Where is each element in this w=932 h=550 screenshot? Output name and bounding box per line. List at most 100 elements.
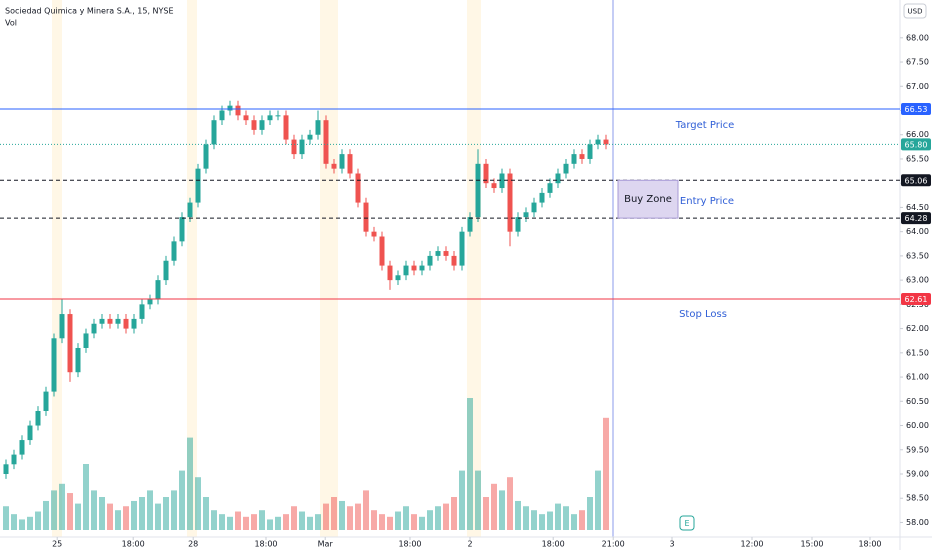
volume-bar — [347, 506, 353, 530]
candle-body — [507, 173, 513, 232]
price-level-label: 65.80 — [905, 140, 928, 149]
volume-bar — [371, 510, 377, 530]
candle-body — [107, 318, 113, 324]
x-tick-label: 25 — [52, 540, 62, 549]
volume-bar — [291, 506, 297, 530]
x-tick-label: 18:00 — [542, 540, 565, 549]
volume-bar — [363, 490, 369, 530]
volume-bar — [379, 514, 385, 530]
candle-body — [59, 314, 65, 339]
price-level-tag — [901, 138, 931, 151]
candle-body — [419, 265, 425, 271]
volume-bar — [451, 497, 457, 530]
annotation: Entry Price — [680, 196, 734, 207]
candle-body — [131, 318, 137, 329]
buy-zone-label: Buy Zone — [624, 194, 672, 205]
volume-bar — [171, 490, 177, 530]
candle-body — [331, 163, 337, 169]
candle-body — [467, 217, 473, 232]
y-tick-label: 67.00 — [906, 82, 929, 91]
volume-bar — [419, 516, 425, 530]
volume-bar — [43, 500, 49, 530]
volume-bar — [547, 511, 553, 530]
volume-bar — [19, 519, 25, 530]
candle-body — [243, 115, 249, 121]
y-tick-label: 63.00 — [906, 276, 929, 285]
volume-bar — [467, 398, 473, 530]
earnings-icon[interactable] — [679, 515, 695, 531]
price-level-tag — [901, 103, 931, 116]
session-band — [52, 0, 62, 537]
volume-bar — [155, 503, 161, 530]
candle-body — [163, 260, 169, 281]
candle-body — [235, 105, 241, 116]
volume-bar — [395, 511, 401, 530]
volume-bar — [251, 514, 257, 530]
candle-body — [19, 440, 25, 455]
volume-bar — [571, 514, 577, 530]
volume-bar — [195, 477, 201, 530]
candle-body — [587, 144, 593, 159]
x-tick-label: 15:00 — [800, 540, 823, 549]
candle-body — [83, 333, 89, 348]
x-tick-label: Mar — [318, 540, 334, 549]
volume-bar — [107, 503, 113, 530]
volume-bar — [307, 516, 313, 530]
candle-body — [563, 163, 569, 174]
volume-bar — [3, 506, 9, 530]
volume-bar — [355, 503, 361, 530]
volume-bar — [563, 506, 569, 530]
volume-bar — [243, 516, 249, 530]
volume-bar — [203, 497, 209, 530]
candle-body — [195, 168, 201, 203]
volume-label: Vol — [5, 19, 17, 28]
y-tick-label: 68.00 — [906, 33, 929, 42]
volume-bar — [331, 497, 337, 530]
candle-body — [411, 265, 417, 271]
candle-body — [203, 144, 209, 169]
volume-bar — [515, 500, 521, 530]
y-tick-label: 60.00 — [906, 421, 929, 430]
volume-bar — [179, 470, 185, 530]
volume-bar — [83, 464, 89, 530]
buy-zone — [617, 179, 679, 219]
y-tick-label: 61.50 — [906, 348, 929, 357]
volume-bar — [499, 490, 505, 530]
candle-body — [75, 347, 81, 373]
volume-bar — [139, 497, 145, 530]
y-tick-label: 58.00 — [906, 518, 929, 527]
candle-body — [51, 338, 57, 392]
candle-body — [483, 163, 489, 184]
candle-body — [363, 202, 369, 232]
y-tick-label: 58.50 — [906, 494, 929, 503]
y-tick-label: 64.50 — [906, 203, 929, 212]
chart-title: Sociedad Quimica y Minera S.A., 15, NYSE — [5, 7, 174, 16]
candle-body — [427, 255, 433, 266]
y-tick-label: 60.50 — [906, 397, 929, 406]
currency: USD — [908, 8, 923, 16]
x-tick-label: 18:00 — [254, 540, 277, 549]
y-tick-label: 65.50 — [906, 154, 929, 163]
candle-body — [347, 154, 353, 174]
candle-body — [275, 115, 281, 117]
volume-bar — [115, 510, 121, 530]
volume-bar — [123, 506, 129, 530]
y-tick-label: 66.00 — [906, 130, 929, 139]
session-band — [320, 0, 338, 537]
candle-body — [91, 323, 97, 334]
price-level-label: 62.61 — [905, 295, 928, 304]
candle-body — [451, 255, 457, 266]
volume-bar — [523, 506, 529, 530]
y-tick-label: 63.50 — [906, 251, 929, 260]
volume-bar — [59, 483, 65, 530]
volume-bar — [275, 516, 281, 530]
y-tick-label: 59.50 — [906, 445, 929, 454]
candle-body — [227, 105, 233, 111]
candle-body — [499, 173, 505, 189]
x-tick-label: 18:00 — [122, 540, 145, 549]
annotation: Target Price — [675, 120, 735, 131]
candle-body — [99, 318, 105, 324]
candle-body — [3, 464, 9, 474]
volume-bar — [459, 470, 465, 530]
